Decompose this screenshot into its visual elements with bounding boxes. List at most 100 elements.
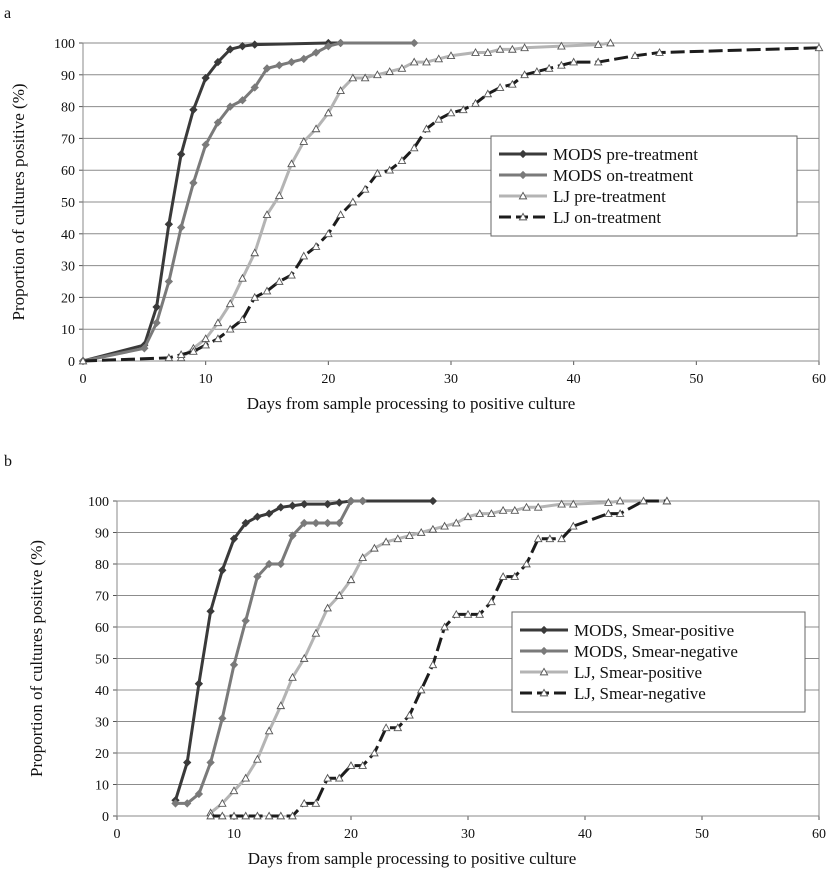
x-tick-label: 20 — [344, 827, 358, 842]
data-point — [569, 57, 579, 66]
data-point — [262, 64, 272, 73]
data-point — [229, 534, 239, 543]
data-point — [606, 38, 615, 47]
data-point — [498, 572, 508, 580]
data-point — [253, 754, 262, 763]
data-point — [507, 79, 517, 88]
data-point — [520, 43, 529, 52]
data-point — [218, 566, 227, 575]
x-axis-title: Days from sample processing to positive … — [247, 394, 576, 413]
y-axis-title: Proportion of cultures positive (%) — [9, 83, 28, 320]
data-point — [229, 786, 239, 795]
x-tick-label: 0 — [80, 372, 87, 387]
data-point — [183, 799, 192, 808]
legend-label: LJ, Smear-negative — [574, 684, 706, 703]
data-point — [201, 140, 210, 149]
data-point — [336, 38, 345, 48]
legend-marker — [539, 688, 549, 697]
data-point — [334, 773, 344, 782]
series-mods-smear-positive — [171, 496, 438, 805]
x-tick-label: 30 — [444, 372, 458, 387]
data-point — [615, 509, 625, 517]
data-point — [545, 534, 555, 543]
legend-item: MODS, Smear-negative — [520, 642, 738, 661]
data-point — [323, 108, 333, 117]
legend-marker — [518, 212, 528, 221]
data-point — [164, 277, 174, 286]
series-layer — [78, 38, 824, 366]
y-tick-label: 100 — [54, 37, 75, 52]
data-point — [171, 799, 180, 808]
y-tick-label: 10 — [95, 779, 109, 794]
data-point — [274, 191, 284, 199]
data-point — [451, 609, 461, 618]
data-point — [262, 286, 272, 295]
x-tick-label: 40 — [567, 372, 581, 387]
data-point — [311, 628, 321, 637]
y-tick-label: 60 — [95, 621, 109, 636]
data-point — [311, 48, 321, 57]
data-point — [275, 61, 284, 70]
data-point — [324, 42, 333, 51]
legend-label: LJ, Smear-positive — [574, 663, 702, 682]
data-point — [189, 178, 198, 188]
data-point — [814, 43, 824, 52]
data-point — [262, 210, 272, 219]
data-point — [334, 590, 344, 599]
data-point — [593, 57, 603, 66]
y-tick-label: 80 — [95, 558, 109, 573]
data-point — [358, 553, 368, 562]
series-line — [174, 499, 433, 801]
data-point — [335, 518, 344, 528]
data-point — [241, 616, 250, 625]
data-point — [238, 315, 247, 323]
y-tick-label: 40 — [61, 228, 75, 243]
data-point — [451, 518, 461, 527]
data-point — [323, 518, 332, 528]
data-point — [568, 521, 578, 530]
data-point — [422, 124, 431, 133]
y-tick-labels: 0 10 20 30 40 50 60 70 80 90 100 — [88, 495, 109, 825]
data-point — [428, 660, 438, 669]
legend-item: MODS on-treatment — [499, 166, 694, 185]
data-point — [416, 527, 426, 536]
legend-marker — [539, 667, 549, 676]
y-tick-label: 30 — [95, 716, 109, 731]
legend-marker — [518, 149, 528, 159]
data-point — [458, 105, 468, 114]
data-point — [217, 798, 227, 807]
legend: MODS, Smear-positive MODS, Smear-negative… — [511, 611, 806, 713]
legend: MODS pre-treatment MODS on-treatment LJ pr… — [490, 135, 798, 237]
data-point — [409, 57, 419, 66]
data-point — [336, 86, 345, 95]
data-point — [276, 503, 285, 512]
data-point — [346, 496, 356, 506]
data-point — [176, 350, 186, 358]
legend-label: LJ on-treatment — [553, 208, 661, 227]
data-point — [241, 811, 251, 820]
data-point — [189, 346, 198, 355]
data-point — [639, 496, 648, 505]
data-point — [385, 165, 395, 174]
data-point — [370, 748, 379, 757]
data-point — [299, 137, 309, 145]
data-point — [393, 534, 403, 543]
data-point — [593, 40, 603, 48]
data-point — [201, 73, 210, 83]
data-point — [194, 679, 204, 688]
x-tick-label: 30 — [461, 827, 475, 842]
legend-item: LJ pre-treatment — [499, 187, 666, 206]
y-tick-label: 100 — [88, 495, 109, 510]
data-point — [655, 48, 664, 56]
data-point — [78, 356, 88, 365]
data-point — [229, 811, 239, 820]
data-point — [557, 41, 566, 50]
data-point — [206, 607, 215, 616]
data-point — [311, 241, 321, 250]
legend-item: LJ, Smear-positive — [520, 663, 702, 682]
data-point — [604, 509, 613, 517]
data-point — [300, 499, 309, 509]
y-tick-label: 70 — [95, 590, 109, 605]
data-point — [630, 51, 640, 60]
data-point — [370, 543, 379, 552]
